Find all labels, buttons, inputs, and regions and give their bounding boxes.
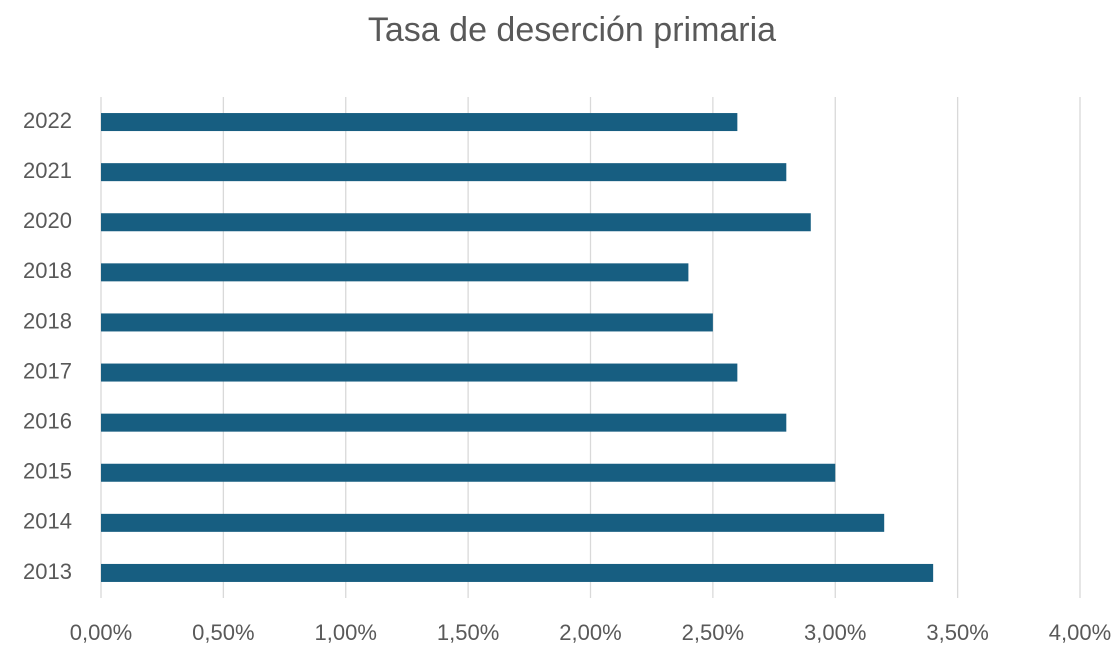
x-tick-label: 1,00% — [315, 620, 377, 645]
y-tick-label: 2016 — [23, 408, 72, 433]
x-tick-label: 2,00% — [559, 620, 621, 645]
y-tick-label: 2017 — [23, 358, 72, 383]
x-tick-label: 1,50% — [437, 620, 499, 645]
x-tick-label: 3,00% — [804, 620, 866, 645]
y-tick-label: 2013 — [23, 559, 72, 584]
chart-title: Tasa de deserción primaria — [368, 11, 776, 49]
bar — [101, 113, 738, 132]
x-tick-label: 0,50% — [192, 620, 254, 645]
y-tick-label: 2014 — [23, 509, 72, 534]
bar — [101, 413, 787, 432]
y-tick-label: 2022 — [23, 108, 72, 133]
bar — [101, 213, 811, 232]
bar — [101, 363, 738, 382]
bar — [101, 313, 713, 332]
x-tick-label: 0,00% — [70, 620, 132, 645]
bar — [101, 263, 689, 282]
x-tick-label: 3,50% — [926, 620, 988, 645]
y-tick-label: 2018 — [23, 258, 72, 283]
y-tick-label: 2020 — [23, 208, 72, 233]
x-tick-label: 2,50% — [682, 620, 744, 645]
x-tick-label: 4,00% — [1049, 620, 1111, 645]
y-tick-label: 2015 — [23, 459, 72, 484]
y-tick-label: 2018 — [23, 308, 72, 333]
bar — [101, 563, 934, 582]
bar — [101, 513, 885, 532]
bar — [101, 463, 836, 482]
bar — [101, 163, 787, 182]
y-tick-label: 2021 — [23, 158, 72, 183]
